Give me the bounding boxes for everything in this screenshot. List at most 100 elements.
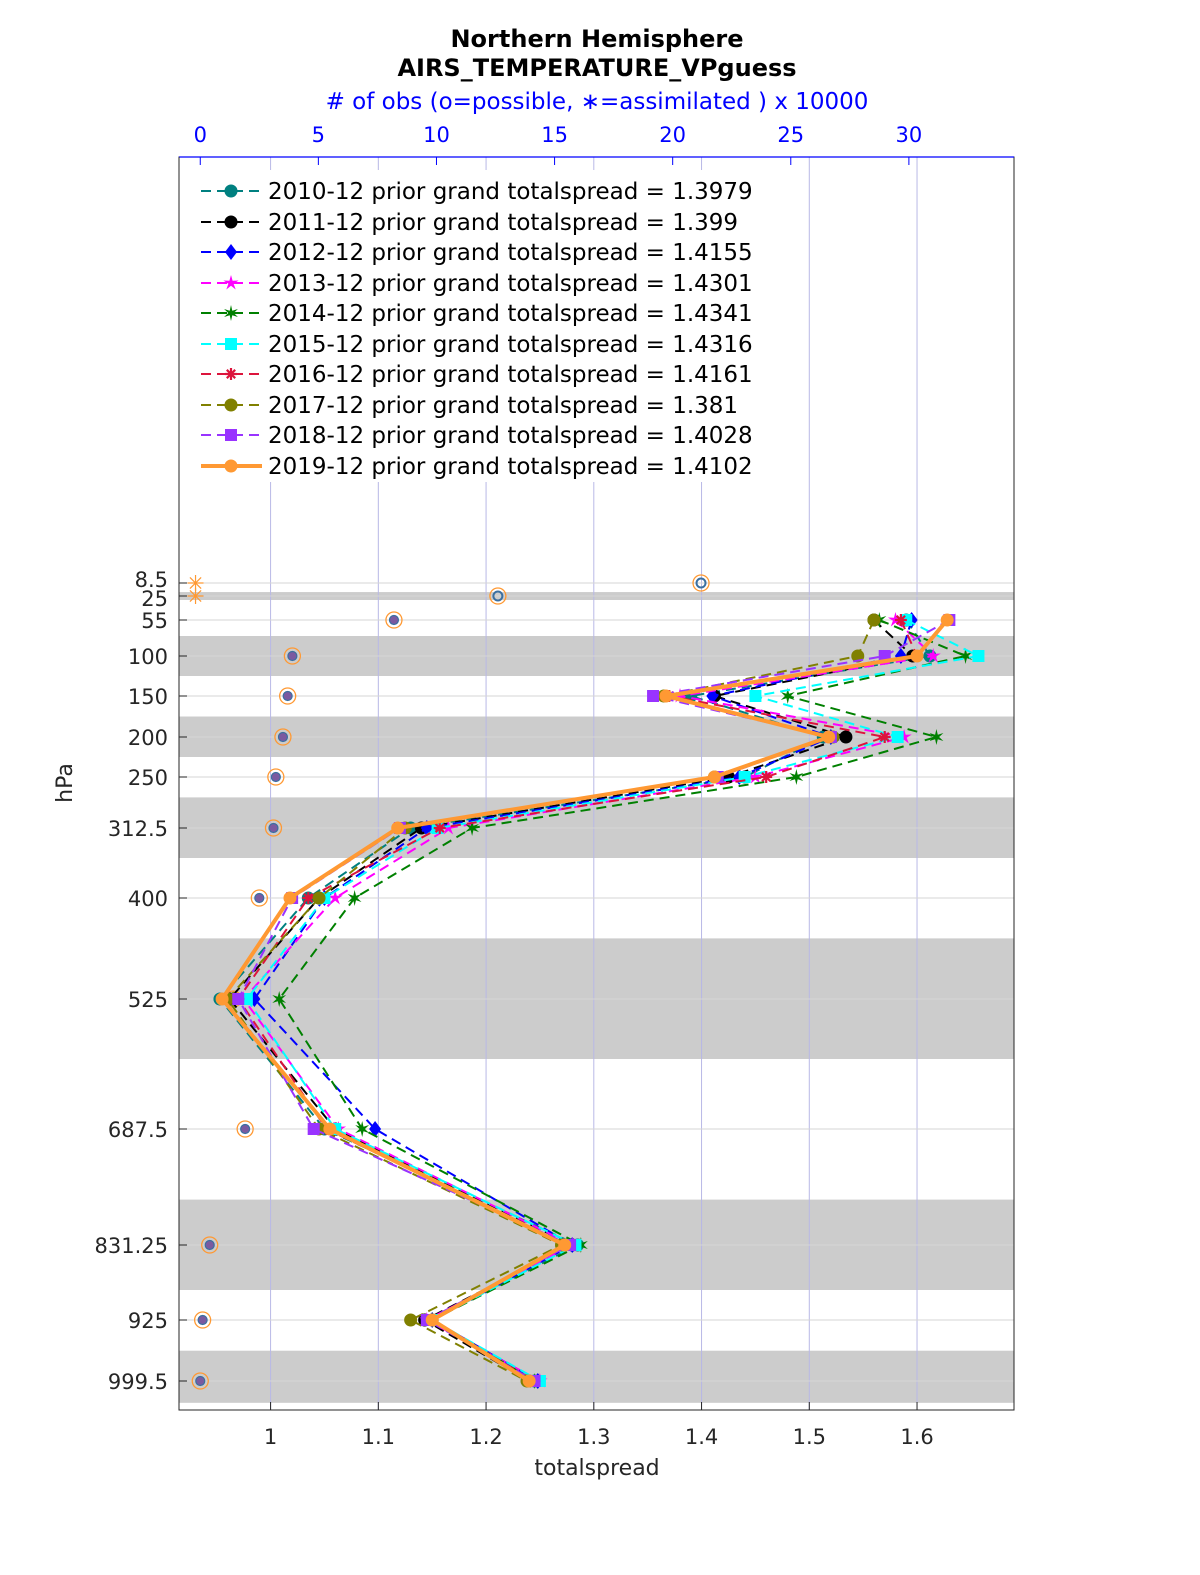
point-2019-12-150 [659,689,673,703]
point-2017-12-925 [404,1313,418,1327]
obs-assimilated-7 [268,822,279,834]
legend-marker-2015-12 [225,338,237,350]
obs-assimilated-12 [197,1314,208,1326]
legend-marker-2018-12 [225,429,237,441]
x-axis-ticks: 1 1.1 1.2 1.3 1.4 1.5 1.6 [264,1402,934,1449]
chart-subtitle: AIRS_TEMPERATURE_VPguess [397,54,796,82]
x-tick-label-6: 1.6 [900,1425,933,1449]
point-2013-12-400 [327,890,343,905]
top-tick-label-0: 0 [194,123,207,147]
legend-samples [201,184,262,473]
legend-marker-2016-12 [225,368,237,380]
x-tick-label-0: 1 [264,1425,277,1449]
top-axis-ticks: 0 5 10 15 20 25 30 [194,123,923,165]
point-2014-12-525 [272,991,287,1007]
point-2014-12-100 [958,648,973,664]
obs-possible-8 [250,889,268,907]
point-2011-12-200 [839,730,853,744]
legend-marker-2014-12 [224,305,238,321]
y-tick-label-4: 150 [128,685,168,709]
legend-label-2013: 2013-12 prior grand totalspread = 1.4301 [268,271,753,297]
point-2019-12-200 [822,730,836,744]
x-tick-label-4: 1.4 [685,1425,718,1449]
top-tick-label-4: 20 [659,123,686,147]
point-2015-12-200 [891,731,904,743]
point-2017-12-400 [312,891,326,905]
point-2012-12-687.5 [369,1121,382,1137]
chart-title: Northern Hemisphere [450,25,743,53]
legend-marker-2017-12 [224,398,238,412]
point-2015-12-150 [749,690,762,702]
point-2016-12-312.5 [433,822,446,834]
series-line-2012-12 [253,619,913,1382]
y-tick-label-12: 925 [128,1309,168,1333]
legend-label-2014: 2014-12 prior grand totalspread = 1.4341 [268,301,753,327]
obs-assimilated-6 [270,771,281,783]
y-axis-label: hPa [53,763,78,803]
legend-marker-2010-12 [224,184,238,198]
obs-possible-2 [385,611,403,629]
point-2014-12-250 [789,769,804,785]
point-2016-12-200 [878,731,891,743]
legend-box [190,170,808,482]
y-tick-label-6: 250 [128,766,168,790]
legend-marker-2012-12 [225,244,237,260]
obs-assimilated-11 [204,1239,215,1251]
point-2019-12-925 [425,1313,439,1327]
point-2019-12-525 [215,992,229,1006]
y-tick-label-10: 687.5 [108,1118,168,1142]
series-line-2019-12 [220,618,949,1383]
point-2013-12-312.5 [440,820,456,835]
point-2019-12-100 [910,649,924,663]
x-tick-label-1: 1.1 [362,1425,395,1449]
point-2016-12-400 [302,892,315,904]
series-line-2010-12 [218,619,931,1382]
obs-assimilated-5 [277,731,289,743]
obs-possible-0 [692,574,710,592]
point-2014-12-200 [929,729,944,745]
obs-possible-10 [236,1120,254,1138]
series-line-2017-12 [226,619,875,1382]
legend-marker-2011-12 [224,215,238,229]
point-2017-12-55 [867,613,881,627]
x-axis-label: totalspread [534,1456,659,1481]
y-tick-label-3: 100 [128,645,168,669]
legend-label-2012: 2012-12 prior grand totalspread = 1.4155 [268,240,753,266]
point-2018-12-525 [232,993,245,1005]
legend-label-2016: 2016-12 prior grand totalspread = 1.4161 [268,362,753,388]
point-2019-12-831.25 [558,1238,572,1252]
point-2014-12-400 [347,890,362,906]
point-2015-12-100 [972,650,985,662]
top-tick-label-2: 10 [423,123,450,147]
legend-label-2011: 2011-12 prior grand totalspread = 1.399 [268,210,738,236]
y-tick-label-1: 25 [141,587,168,611]
point-2019-12-400 [283,891,297,905]
obs-possible-3 [283,647,302,665]
point-2018-12-150 [647,690,660,702]
top-tick-label-6: 30 [896,123,923,147]
obs-assimilated-4 [282,690,293,702]
legend-label-2010: 2010-12 prior grand totalspread = 1.3979 [268,179,753,205]
point-2016-12-55 [894,614,907,626]
y-tick-label-0: 8.5 [135,568,168,592]
point-2019-12-55 [940,613,954,627]
point-2014-12-687.5 [355,1121,370,1137]
y-tick-label-5: 200 [128,726,168,750]
obs-assimilated-1 [187,588,204,604]
obs-possible-4 [279,687,297,705]
y-tick-label-11: 831.25 [95,1234,168,1258]
legend-marker-2013-12 [223,275,239,290]
top-tick-label-3: 15 [541,123,568,147]
y-tick-label-7: 312.5 [108,817,168,841]
x-tick-label-3: 1.3 [577,1425,610,1449]
point-2017-12-100 [851,649,865,663]
point-2019-12-250 [707,770,721,784]
top-tick-label-1: 5 [312,123,325,147]
top-tick-label-5: 25 [777,123,804,147]
obs-assimilated-10 [240,1123,251,1135]
point-2019-12-999.5 [522,1374,536,1388]
obs-assimilated-13 [195,1375,206,1387]
obs-possible-5 [274,728,292,746]
y-tick-label-8: 400 [128,887,168,911]
